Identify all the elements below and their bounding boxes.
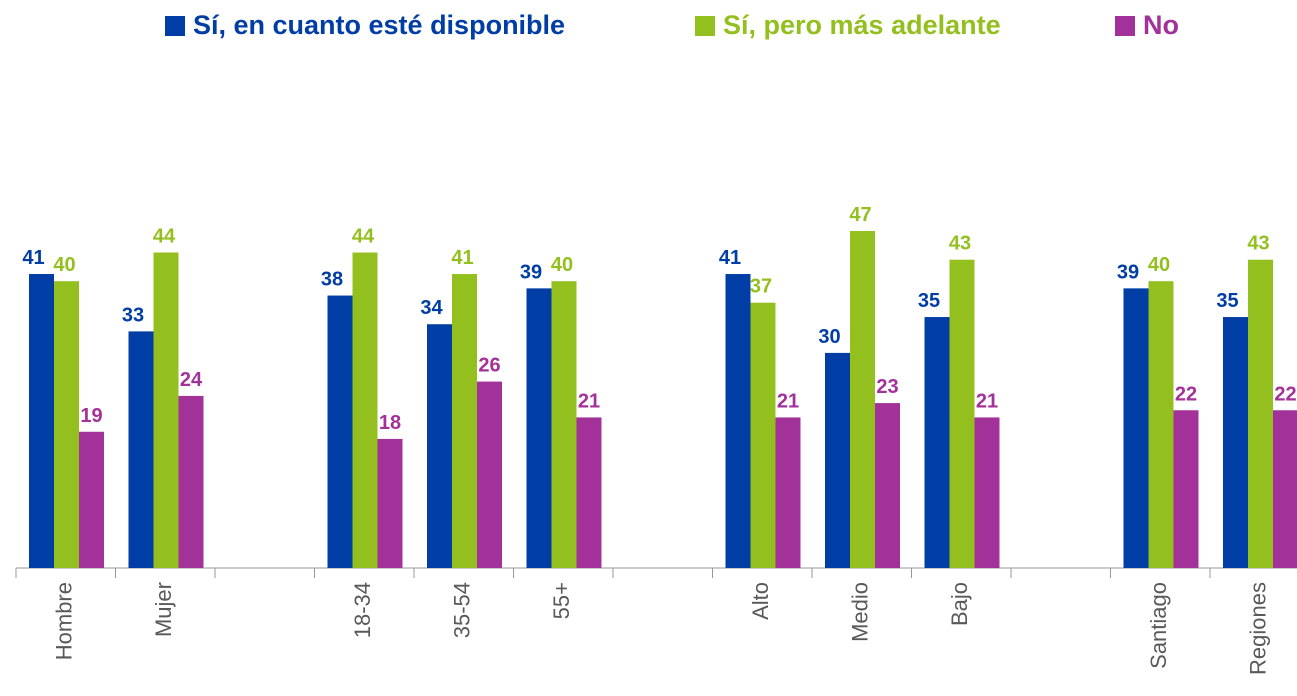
bar [725, 274, 751, 568]
value-label: 41 [22, 247, 44, 269]
value-label: 22 [1274, 383, 1296, 405]
value-label: 40 [1148, 254, 1170, 276]
x-tick-label: 18-34 [350, 582, 375, 638]
legend-label: Sí, en cuanto esté disponible [193, 10, 565, 40]
value-label: 35 [918, 290, 940, 312]
bar [327, 295, 353, 568]
bar [1273, 410, 1297, 568]
value-label: 38 [321, 269, 343, 291]
value-label: 44 [153, 226, 176, 248]
value-label: 33 [122, 304, 144, 326]
x-tick-label: Hombre [52, 582, 77, 660]
legend-label: Sí, pero más adelante [723, 10, 1001, 40]
value-label: 40 [53, 254, 75, 276]
bar [576, 417, 602, 568]
bar [974, 417, 1000, 568]
value-label: 35 [1216, 290, 1238, 312]
value-label: 41 [451, 247, 473, 269]
value-label: 47 [849, 204, 871, 226]
bar [452, 274, 477, 568]
value-label: 19 [80, 405, 102, 427]
bar [79, 431, 104, 568]
value-label: 21 [578, 390, 600, 412]
x-tick-label: Regiones [1246, 582, 1271, 675]
value-label: 40 [551, 254, 573, 276]
value-label: 30 [818, 326, 840, 348]
x-tick-label: Mujer [151, 582, 176, 637]
bar [29, 274, 54, 568]
bar [949, 259, 975, 568]
value-label: 39 [1117, 261, 1139, 283]
bar [551, 281, 577, 568]
value-label: 21 [976, 390, 998, 412]
x-tick-label: 55+ [549, 582, 574, 619]
bar [875, 403, 900, 568]
legend-swatch [165, 16, 185, 36]
x-tick-label: Bajo [947, 582, 972, 626]
bar [377, 438, 403, 568]
bar [477, 381, 502, 568]
x-tick-label: 35-54 [450, 582, 475, 638]
legend-label: No [1143, 10, 1179, 40]
bar [924, 317, 950, 568]
bar [1123, 288, 1149, 568]
value-label: 23 [876, 376, 898, 398]
value-label: 26 [478, 355, 500, 377]
bar [1248, 259, 1273, 568]
bar [153, 252, 179, 568]
bar [850, 231, 875, 568]
bar [1173, 410, 1199, 568]
value-label: 43 [1247, 233, 1269, 255]
bar [54, 281, 79, 568]
value-label: 21 [777, 390, 799, 412]
bar [750, 302, 776, 568]
value-label: 41 [719, 247, 741, 269]
x-tick-label: Medio [848, 582, 873, 642]
value-label: 39 [520, 261, 542, 283]
bar [775, 417, 801, 568]
bar [1223, 317, 1248, 568]
legend-swatch [695, 16, 715, 36]
bar [178, 395, 204, 568]
value-label: 18 [379, 412, 401, 434]
value-label: 34 [420, 297, 443, 319]
value-label: 37 [750, 276, 772, 298]
x-tick-label: Santiago [1146, 582, 1171, 669]
bar [427, 324, 452, 568]
bar [526, 288, 552, 568]
bar [128, 331, 154, 568]
bar [825, 352, 850, 568]
value-label: 22 [1175, 383, 1197, 405]
bar [352, 252, 378, 568]
value-label: 44 [352, 226, 375, 248]
bar [1148, 281, 1174, 568]
value-label: 43 [949, 233, 971, 255]
x-tick-label: Alto [748, 582, 773, 620]
legend-swatch [1115, 16, 1135, 36]
value-label: 24 [180, 369, 203, 391]
